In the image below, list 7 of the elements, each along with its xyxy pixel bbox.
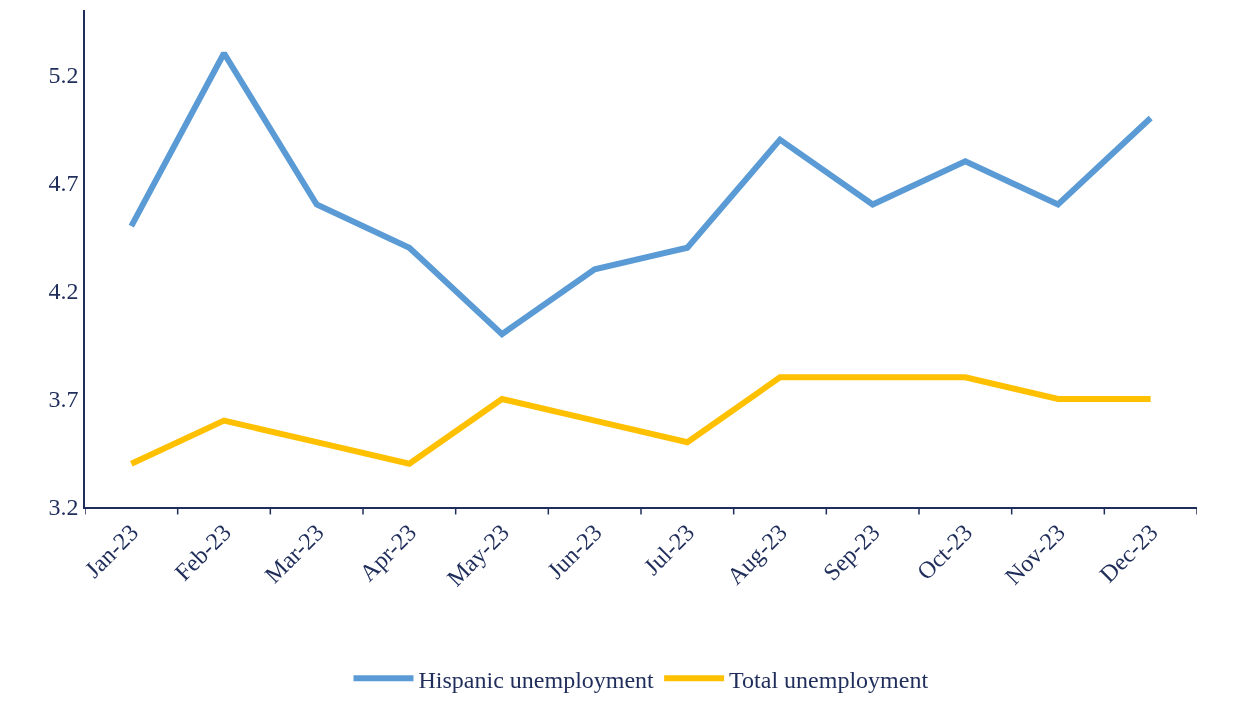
legend-label: Total unemployment xyxy=(729,666,929,693)
y-tick-label: 5.2 xyxy=(48,62,79,89)
y-tick-label: 3.2 xyxy=(48,494,79,521)
legend-label: Hispanic unemployment xyxy=(418,666,655,693)
y-tick-label: 4.2 xyxy=(48,278,79,305)
y-tick-label: 3.7 xyxy=(48,386,79,413)
y-tick-label: 4.7 xyxy=(48,170,79,197)
